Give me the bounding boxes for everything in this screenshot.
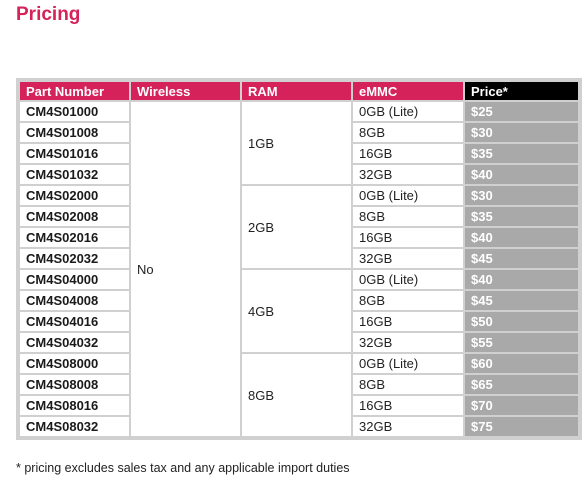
price-cell: $60 [465, 354, 578, 373]
part-number-cell: CM4S08032 [20, 417, 129, 436]
table-row: CM4S08000 8GB 0GB (Lite) $60 [20, 354, 578, 436]
part-number-cell: CM4S04000 [20, 270, 129, 289]
part-number-cell: CM4S08016 [20, 396, 129, 415]
emmc-cell: 16GB [353, 396, 463, 415]
emmc-cell: 16GB [353, 144, 463, 163]
emmc-cell: 0GB (Lite) [353, 354, 463, 373]
wireless-cell: No [131, 102, 240, 436]
price-cell: $55 [465, 333, 578, 352]
part-number-cell: CM4S02032 [20, 249, 129, 268]
price-cell: $40 [465, 270, 578, 289]
table-body: CM4S01000 No 1GB 0GB (Lite) $25 CM4S01008 8GB $… [20, 102, 578, 436]
part-number-cell: CM4S04008 [20, 291, 129, 310]
page-title: Pricing [16, 4, 81, 25]
price-cell: $65 [465, 375, 578, 394]
price-cell: $35 [465, 144, 578, 163]
pricing-table-container: Part Number Wireless RAM eMMC Price* CM4… [16, 78, 582, 440]
emmc-cell: 32GB [353, 417, 463, 436]
emmc-cell: 32GB [353, 165, 463, 184]
table-row: CM4S02032 32GB $45 [20, 249, 578, 268]
emmc-cell: 16GB [353, 312, 463, 331]
table-row: CM4S01000 No 1GB 0GB (Lite) $25 [20, 102, 578, 436]
emmc-cell: 8GB [353, 123, 463, 142]
emmc-cell: 32GB [353, 249, 463, 268]
column-header-wireless: Wireless [131, 82, 240, 100]
ram-cell: 8GB [242, 354, 351, 436]
emmc-cell: 8GB [353, 291, 463, 310]
part-number-cell: CM4S04016 [20, 312, 129, 331]
emmc-cell: 0GB (Lite) [353, 186, 463, 205]
table-row: CM4S01008 8GB $30 [20, 123, 578, 142]
price-cell: $50 [465, 312, 578, 331]
part-number-cell: CM4S08008 [20, 375, 129, 394]
part-number-cell: CM4S02016 [20, 228, 129, 247]
price-cell: $30 [465, 186, 578, 205]
price-cell: $75 [465, 417, 578, 436]
column-header-price: Price* [465, 82, 578, 100]
table-row: CM4S08032 32GB $75 [20, 417, 578, 436]
pricing-table: Part Number Wireless RAM eMMC Price* CM4… [18, 80, 580, 438]
part-number-cell: CM4S08000 [20, 354, 129, 373]
table-row: CM4S04008 8GB $45 [20, 291, 578, 310]
ram-cell: 2GB [242, 186, 351, 268]
emmc-cell: 0GB (Lite) [353, 102, 463, 121]
column-header-ram: RAM [242, 82, 351, 100]
part-number-cell: CM4S02000 [20, 186, 129, 205]
column-header-part-number: Part Number [20, 82, 129, 100]
table-header-row: Part Number Wireless RAM eMMC Price* [20, 82, 578, 100]
price-cell: $40 [465, 165, 578, 184]
table-row: CM4S04000 4GB 0GB (Lite) $40 [20, 270, 578, 352]
table-row: CM4S08008 8GB $65 [20, 375, 578, 394]
price-cell: $70 [465, 396, 578, 415]
table-row: CM4S01032 32GB $40 [20, 165, 578, 184]
price-cell: $40 [465, 228, 578, 247]
emmc-cell: 8GB [353, 375, 463, 394]
part-number-cell: CM4S01008 [20, 123, 129, 142]
emmc-cell: 32GB [353, 333, 463, 352]
emmc-cell: 16GB [353, 228, 463, 247]
emmc-cell: 0GB (Lite) [353, 270, 463, 289]
table-row: CM4S02008 8GB $35 [20, 207, 578, 226]
table-row: CM4S04032 32GB $55 [20, 333, 578, 352]
table-row: CM4S08016 16GB $70 [20, 396, 578, 415]
part-number-cell: CM4S01016 [20, 144, 129, 163]
price-cell: $25 [465, 102, 578, 121]
price-cell: $30 [465, 123, 578, 142]
price-cell: $45 [465, 249, 578, 268]
column-header-emmc: eMMC [353, 82, 463, 100]
price-cell: $45 [465, 291, 578, 310]
table-row: CM4S02016 16GB $40 [20, 228, 578, 247]
part-number-cell: CM4S01000 [20, 102, 129, 121]
table-row: CM4S02000 2GB 0GB (Lite) $30 [20, 186, 578, 268]
part-number-cell: CM4S02008 [20, 207, 129, 226]
table-row: CM4S01016 16GB $35 [20, 144, 578, 163]
part-number-cell: CM4S04032 [20, 333, 129, 352]
part-number-cell: CM4S01032 [20, 165, 129, 184]
emmc-cell: 8GB [353, 207, 463, 226]
table-row: CM4S04016 16GB $50 [20, 312, 578, 331]
footnote: * pricing excludes sales tax and any app… [16, 461, 350, 475]
ram-cell: 1GB [242, 102, 351, 184]
ram-cell: 4GB [242, 270, 351, 352]
price-cell: $35 [465, 207, 578, 226]
